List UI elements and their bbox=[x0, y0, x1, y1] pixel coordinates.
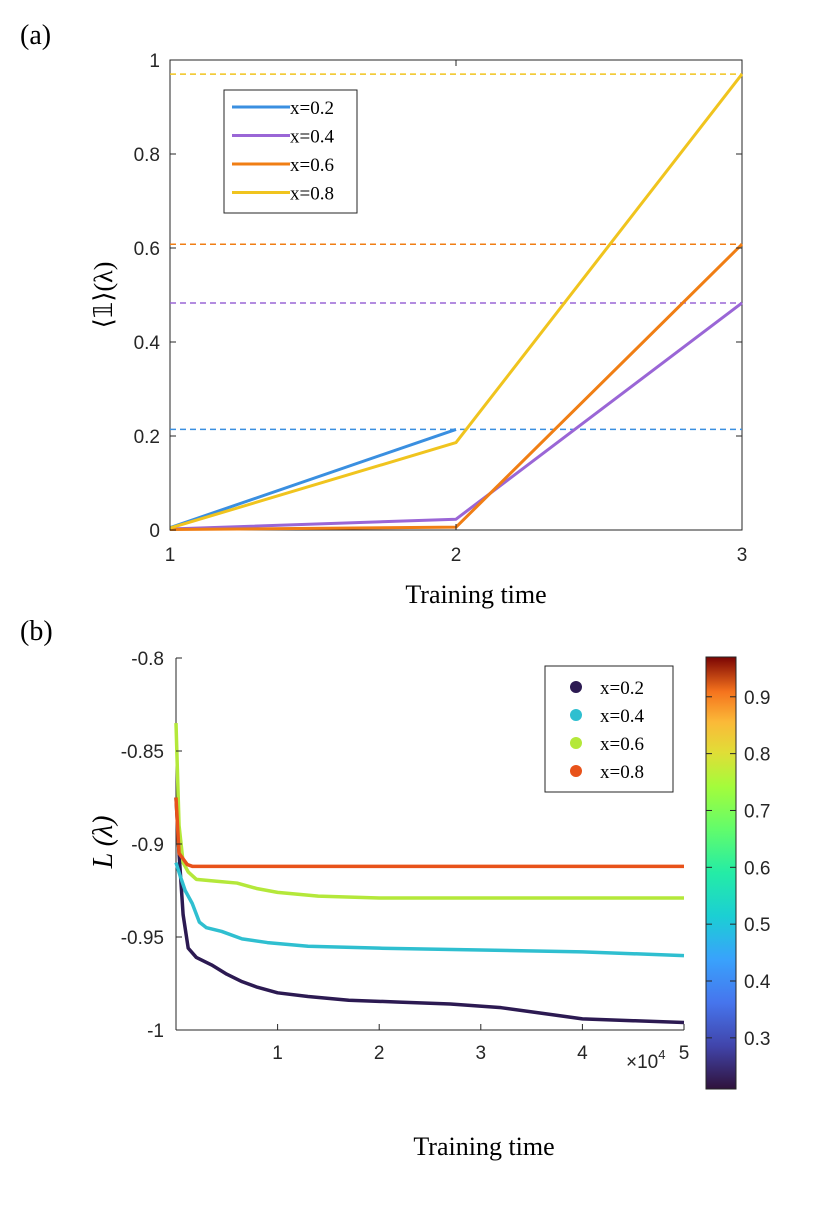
panel-b-y-axis-label: L (λ) bbox=[88, 816, 119, 870]
panel-b-ticks: 1 2 3 4 5 -1 -0.95 -0.9 -0.85 -0.8 bbox=[121, 649, 690, 1064]
panel-a-x-axis-label: Training time bbox=[405, 580, 546, 609]
panel-b-x-axis-label: Training time bbox=[413, 1132, 554, 1161]
panel-b-series-lines bbox=[174, 723, 685, 1025]
x-tick-label: 1 bbox=[165, 545, 176, 566]
y-tick-label: 0 bbox=[149, 521, 160, 542]
legend-entry: x=0.4 bbox=[600, 706, 644, 727]
legend-entry: x=0.2 bbox=[600, 678, 644, 699]
legend-marker bbox=[570, 765, 582, 777]
colorbar-tick-label: 0.5 bbox=[744, 915, 770, 936]
x-tick-label: 1 bbox=[272, 1043, 283, 1064]
y-tick-label: -1 bbox=[147, 1021, 164, 1042]
colorbar-gradient bbox=[705, 656, 737, 1090]
series-line-x-0-2 bbox=[169, 428, 457, 530]
panel-a-legend-box bbox=[223, 89, 358, 214]
legend-marker bbox=[570, 681, 582, 693]
legend-entry: x=0.2 bbox=[290, 98, 334, 119]
y-tick-label: 0.4 bbox=[134, 333, 161, 354]
panel-a-legend: x=0.2 x=0.4 x=0.6 x=0.8 bbox=[223, 89, 358, 214]
series-line-x-0-4 bbox=[169, 301, 743, 531]
y-tick-label: 0.2 bbox=[134, 427, 160, 448]
colorbar-tick-label: 0.9 bbox=[744, 688, 770, 709]
x-tick-label: 3 bbox=[737, 545, 748, 566]
panel-b-colorbar: 0.3 0.4 0.5 0.6 0.7 0.8 0.9 bbox=[705, 656, 771, 1090]
panel-a: (a) 1 2 3 0 0.2 0.4 0.6 0.8 1 Training time ⟨𝟙⟩(… bbox=[20, 20, 747, 609]
legend-entry: x=0.6 bbox=[600, 734, 644, 755]
series-line-x-0-8 bbox=[169, 73, 744, 530]
panel-a-ticks: 1 2 3 0 0.2 0.4 0.6 0.8 1 bbox=[134, 51, 748, 566]
colorbar-tick-label: 0.6 bbox=[744, 858, 770, 879]
panel-b-legend: x=0.2 x=0.4 x=0.6 x=0.8 bbox=[544, 665, 674, 793]
y-tick-label: -0.8 bbox=[131, 649, 164, 670]
panel-b-label: (b) bbox=[20, 616, 53, 647]
y-tick-label: -0.9 bbox=[131, 835, 164, 856]
colorbar-ticks: 0.3 0.4 0.5 0.6 0.7 0.8 0.9 bbox=[706, 688, 771, 1050]
legend-entry: x=0.8 bbox=[290, 184, 334, 205]
x-tick-label: 2 bbox=[374, 1043, 385, 1064]
series-line-x-0-8 bbox=[174, 797, 684, 869]
colorbar-tick-label: 0.4 bbox=[744, 972, 771, 993]
y-tick-label: 1 bbox=[149, 51, 160, 72]
y-tick-label: 0.6 bbox=[134, 239, 160, 260]
panel-b-x-multiplier: ×104 bbox=[626, 1047, 665, 1073]
colorbar-tick-label: 0.3 bbox=[744, 1029, 770, 1050]
colorbar-tick-label: 0.8 bbox=[744, 745, 770, 766]
legend-entry: x=0.4 bbox=[290, 127, 334, 148]
y-tick-label: 0.8 bbox=[134, 145, 160, 166]
panel-b: (b) 1 2 3 4 5 -1 -0.95 -0.9 -0.85 -0.8 ×104 Train… bbox=[20, 616, 771, 1161]
legend-entry: x=0.8 bbox=[600, 762, 644, 783]
legend-marker bbox=[570, 709, 582, 721]
series-line-x-0-4 bbox=[174, 862, 685, 958]
series-line-x-0-2 bbox=[174, 797, 685, 1025]
x-tick-label: 5 bbox=[679, 1043, 690, 1064]
series-line-x-0-6 bbox=[169, 243, 744, 532]
series-line-x-0-6 bbox=[174, 723, 684, 900]
x-tick-label: 4 bbox=[577, 1043, 588, 1064]
legend-entry: x=0.6 bbox=[290, 155, 334, 176]
legend-marker bbox=[570, 737, 582, 749]
panel-b-legend-box bbox=[544, 665, 674, 793]
x-tick-label: 2 bbox=[451, 545, 462, 566]
panel-a-y-axis-label: ⟨𝟙⟩(λ) bbox=[89, 262, 118, 329]
y-tick-label: -0.95 bbox=[121, 928, 164, 949]
panel-a-label: (a) bbox=[20, 20, 51, 51]
y-tick-label: -0.85 bbox=[121, 742, 164, 763]
colorbar-tick-label: 0.7 bbox=[744, 801, 770, 822]
x-tick-label: 3 bbox=[476, 1043, 487, 1064]
